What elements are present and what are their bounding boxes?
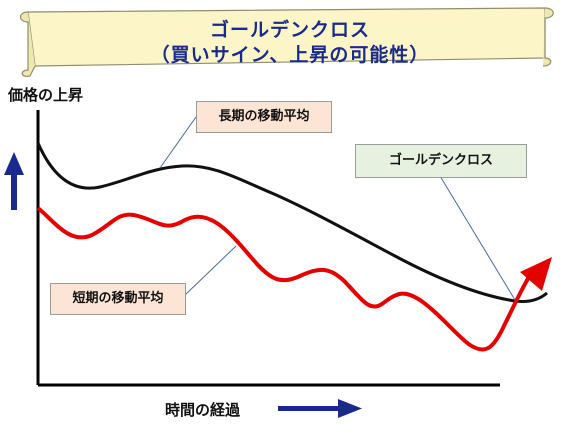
title-line-1: ゴールデンクロス bbox=[209, 19, 370, 41]
y-axis-label: 価格の上昇 bbox=[8, 86, 84, 104]
arrow-right-icon bbox=[278, 399, 362, 418]
long-moving-average-line bbox=[36, 142, 548, 303]
arrow-up-icon bbox=[4, 152, 24, 210]
title-line-2: （買いサイン、上昇の可能性） bbox=[150, 44, 430, 66]
chart-axes bbox=[36, 110, 500, 387]
title-banner bbox=[19, 7, 554, 77]
callout-short-ma: 短期の移動平均 bbox=[50, 283, 186, 315]
arrow-up-right-icon bbox=[520, 257, 552, 291]
short-moving-average-line bbox=[36, 206, 532, 352]
callout-leaders bbox=[159, 116, 516, 301]
callout-long-ma: 長期の移動平均 bbox=[196, 101, 332, 133]
callout-golden-cross: ゴールデンクロス bbox=[355, 144, 527, 178]
x-axis-label: 時間の経過 bbox=[165, 401, 241, 419]
